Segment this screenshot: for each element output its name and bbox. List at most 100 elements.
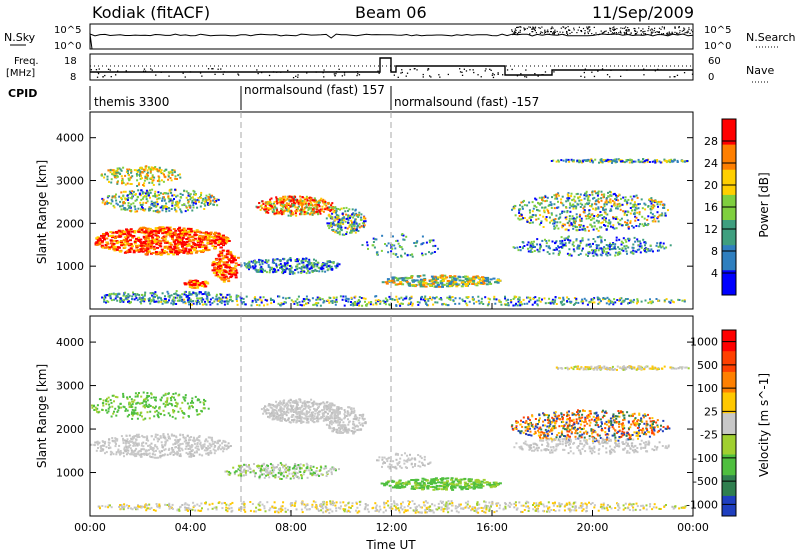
heatmap-cell bbox=[422, 285, 426, 288]
heatmap-cell bbox=[194, 292, 197, 295]
heatmap-cell bbox=[410, 295, 413, 298]
heatmap-cell bbox=[281, 271, 283, 274]
heatmap-cell bbox=[615, 239, 618, 242]
heatmap-cell bbox=[300, 260, 303, 263]
heatmap-cell bbox=[526, 204, 529, 207]
heatmap-cell bbox=[218, 240, 222, 242]
heatmap-cell bbox=[152, 245, 156, 248]
heatmap-cell bbox=[568, 300, 571, 303]
heatmap-cell bbox=[167, 195, 170, 198]
heatmap-cell bbox=[175, 210, 178, 213]
heatmap-cell bbox=[234, 262, 238, 265]
heatmap-cell bbox=[623, 299, 626, 302]
heatmap-cell bbox=[164, 175, 167, 178]
heatmap-cell bbox=[438, 285, 441, 288]
heatmap-cell bbox=[279, 266, 281, 269]
heatmap-cell bbox=[374, 302, 377, 305]
heatmap-cell bbox=[647, 301, 650, 304]
heatmap-cell bbox=[438, 298, 441, 301]
heatmap-cell bbox=[147, 250, 151, 253]
heatmap-cell bbox=[559, 242, 562, 245]
heatmap-cell bbox=[144, 167, 147, 170]
heatmap-cell bbox=[320, 209, 323, 212]
heatmap-cell bbox=[572, 159, 575, 162]
heatmap-cell bbox=[603, 246, 606, 249]
nave-label: Nave bbox=[746, 64, 774, 77]
heatmap-cell bbox=[295, 214, 298, 217]
heatmap-cell bbox=[609, 245, 611, 248]
heatmap-cell bbox=[498, 299, 501, 302]
heatmap-cell bbox=[348, 215, 351, 218]
heatmap-cell bbox=[538, 196, 541, 199]
heatmap-cell bbox=[282, 302, 285, 305]
heatmap-cell bbox=[565, 237, 568, 240]
heatmap-cell bbox=[536, 299, 539, 302]
nsearch-dot bbox=[651, 32, 653, 34]
nsearch-dot bbox=[569, 32, 571, 35]
heatmap-cell bbox=[204, 280, 208, 283]
heatmap-cell bbox=[224, 266, 228, 269]
heatmap-cell bbox=[554, 221, 557, 224]
heatmap-cell bbox=[530, 240, 533, 243]
heatmap-cell bbox=[651, 213, 654, 216]
heatmap-cell bbox=[275, 200, 278, 203]
heatmap-cell bbox=[178, 199, 181, 202]
heatmap-cell bbox=[294, 206, 297, 209]
nsearch-dot bbox=[674, 26, 676, 28]
heatmap-cell bbox=[560, 159, 563, 162]
heatmap-cell bbox=[160, 299, 163, 302]
heatmap-cell bbox=[294, 269, 297, 271]
heatmap-cell bbox=[221, 274, 225, 277]
heatmap-cell bbox=[635, 204, 638, 207]
heatmap-cell bbox=[318, 199, 321, 202]
heatmap-cell bbox=[633, 201, 636, 204]
heatmap-cell bbox=[134, 239, 138, 242]
nave-dot bbox=[97, 71, 99, 73]
heatmap-cell bbox=[539, 300, 542, 303]
heatmap-cell bbox=[388, 280, 392, 282]
nsearch-dot bbox=[614, 28, 616, 30]
heatmap-cell bbox=[391, 298, 394, 300]
heatmap-cell bbox=[333, 209, 336, 212]
heatmap-cell bbox=[637, 244, 640, 247]
heatmap-cell bbox=[516, 304, 519, 307]
heatmap-cell bbox=[595, 227, 598, 230]
heatmap-cell bbox=[167, 207, 170, 209]
heatmap-cell bbox=[636, 196, 639, 199]
nsearch-dot bbox=[678, 27, 680, 29]
heatmap-cell bbox=[488, 281, 491, 284]
heatmap-cell bbox=[131, 298, 134, 301]
heatmap-cell bbox=[119, 168, 122, 171]
heatmap-cell bbox=[566, 296, 569, 299]
heatmap-cell bbox=[394, 247, 397, 250]
heatmap-cell bbox=[182, 234, 185, 237]
heatmap-cell bbox=[643, 202, 646, 205]
heatmap-cell bbox=[116, 241, 120, 244]
heatmap-cell bbox=[572, 227, 575, 230]
heatmap-cell bbox=[272, 206, 275, 209]
heatmap-cell bbox=[148, 227, 152, 230]
heatmap-cell bbox=[133, 231, 137, 234]
nave-dot bbox=[117, 70, 119, 72]
heatmap-cell bbox=[127, 244, 131, 247]
heatmap-cell bbox=[186, 296, 189, 299]
heatmap-cell bbox=[355, 213, 358, 216]
heatmap-cell bbox=[596, 194, 599, 197]
heatmap-cell bbox=[124, 174, 127, 177]
nave-dot bbox=[297, 76, 299, 78]
heatmap-cell bbox=[283, 209, 286, 212]
heatmap-cell bbox=[604, 239, 606, 242]
heatmap-cell bbox=[572, 160, 575, 163]
heatmap-cell bbox=[611, 226, 614, 229]
heatmap-cell bbox=[337, 208, 340, 210]
heatmap-cell bbox=[636, 240, 639, 243]
heatmap-cell bbox=[220, 276, 224, 279]
heatmap-cell bbox=[582, 210, 585, 213]
heatmap-cell bbox=[313, 212, 316, 215]
heatmap-cell bbox=[180, 211, 183, 214]
heatmap-cell bbox=[133, 240, 137, 243]
nave-dot bbox=[525, 76, 528, 78]
heatmap-cell bbox=[104, 244, 108, 246]
heatmap-cell bbox=[150, 231, 154, 233]
heatmap-cell bbox=[261, 268, 264, 271]
